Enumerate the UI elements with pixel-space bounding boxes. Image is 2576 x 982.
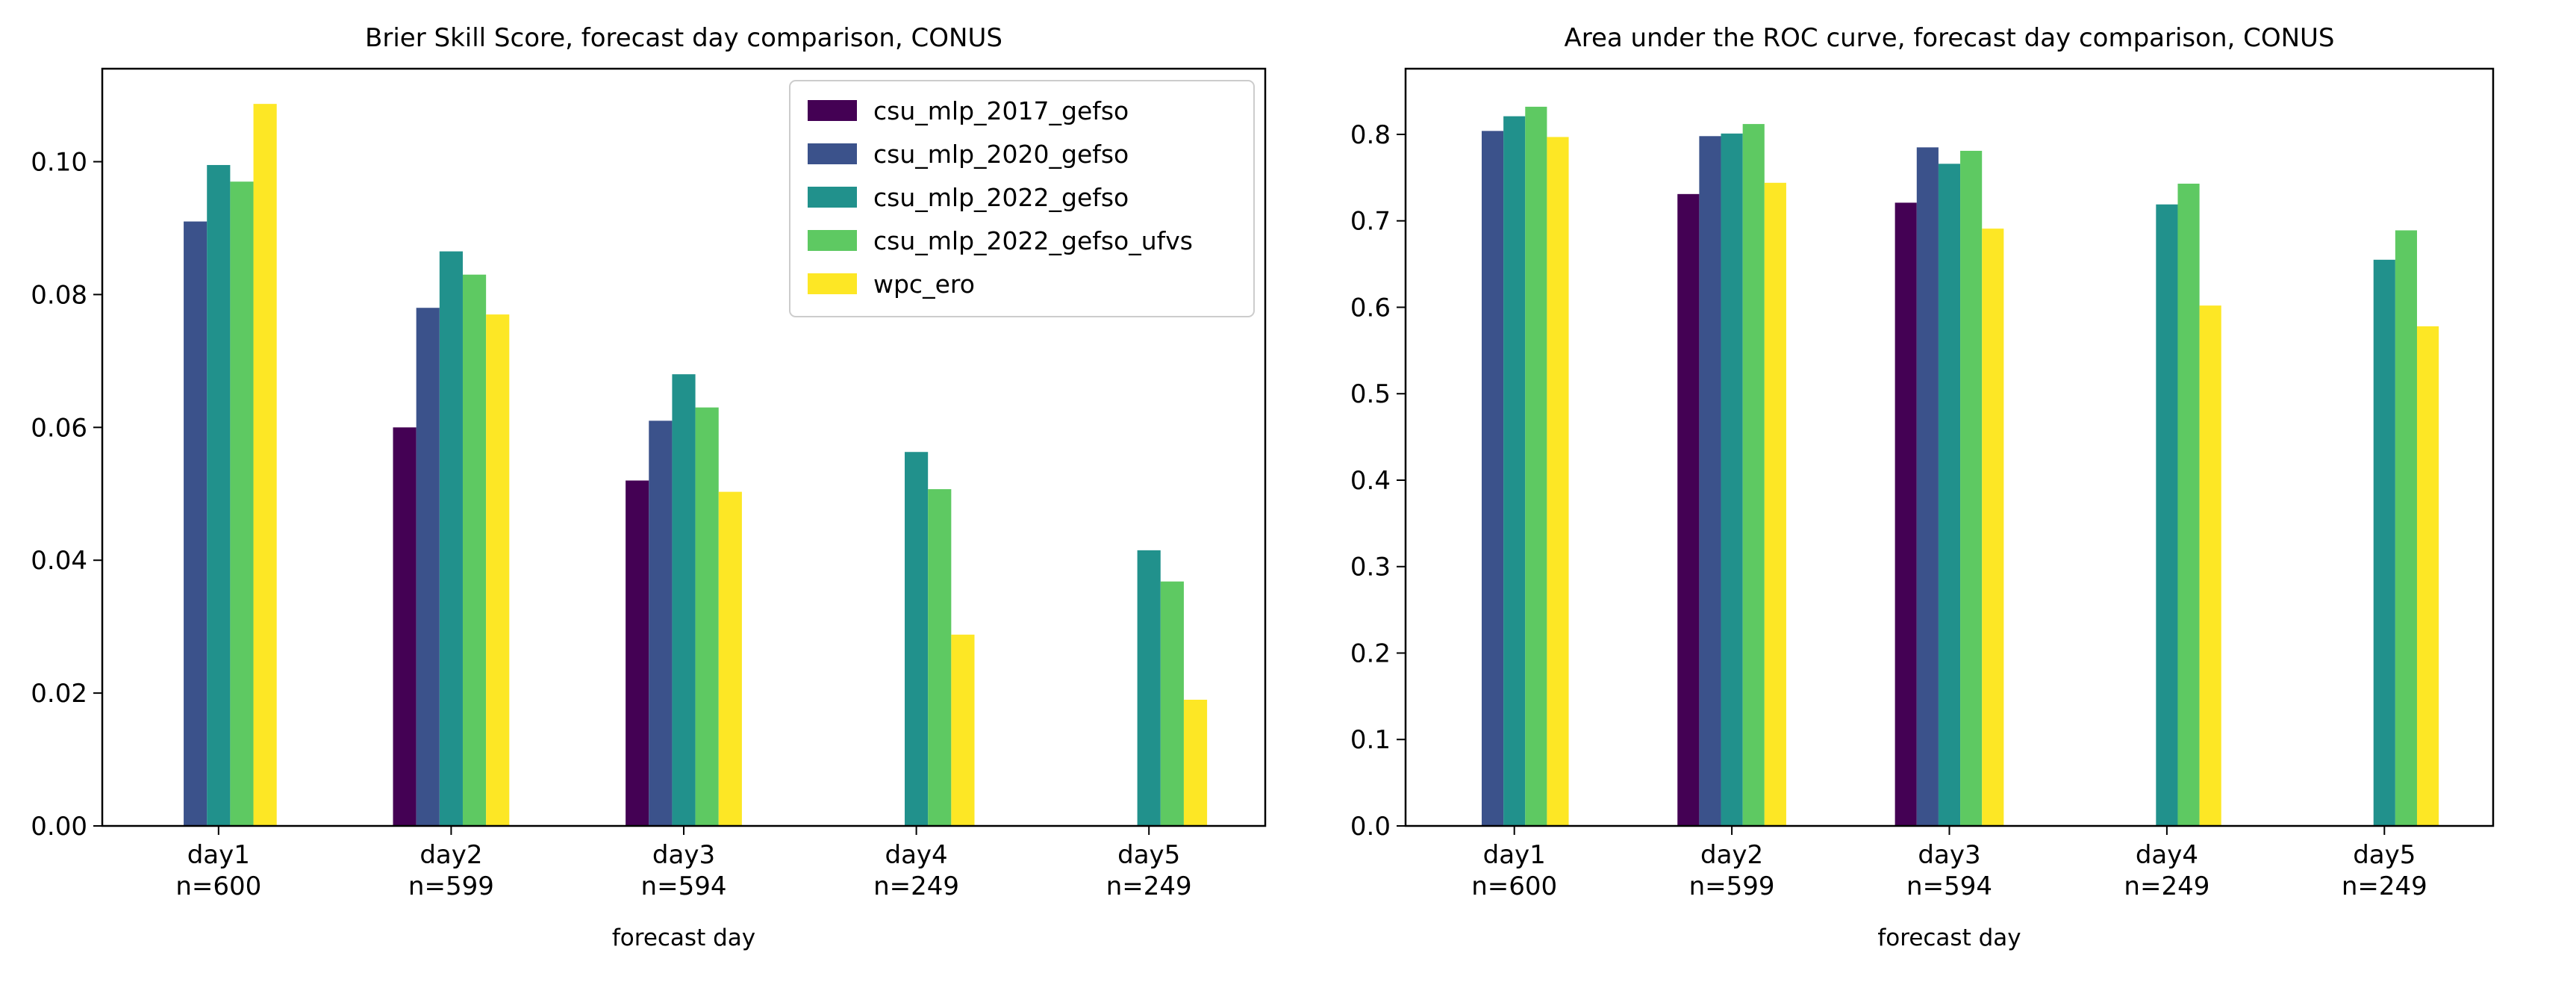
- bars: [1481, 106, 2439, 827]
- x-tick-label-day3: day3 n=594: [1906, 840, 1992, 901]
- bar-csu-mlp-2022-gefso-ufvs-day2: [1742, 124, 1765, 826]
- y-tick-label: 0.3: [1350, 553, 1391, 582]
- x-tick-label-day4: day4 n=249: [873, 840, 959, 901]
- legend-swatch-csu-mlp-2022-gefso: [808, 187, 857, 208]
- bar-csu-mlp-2022-gefso-ufvs-day4: [2177, 183, 2200, 826]
- bar-csu-mlp-2022-gefso-ufvs-day5: [1160, 581, 1184, 826]
- bars: [184, 104, 1208, 827]
- x-tick-label-day5: day5 n=249: [2342, 840, 2427, 901]
- legend-swatch-csu-mlp-2022-gefso-ufvs: [808, 230, 857, 251]
- chart-title: Brier Skill Score, forecast day comparis…: [365, 23, 1002, 53]
- bar-csu-mlp-2017-gefso-day2: [1677, 193, 1700, 827]
- x-tick-label-day1: day1 n=600: [175, 840, 261, 901]
- legend-label-csu-mlp-2022-gefso: csu_mlp_2022_gefso: [873, 183, 1129, 212]
- legend-box: [789, 80, 1255, 317]
- y-tick-label: 0.5: [1350, 379, 1391, 409]
- bar-wpc-ero-day2: [1764, 182, 1786, 827]
- bar-csu-mlp-2022-gefso-day3: [1938, 164, 1961, 826]
- bar-csu-mlp-2020-gefso-day1: [184, 221, 208, 827]
- y-tick-label: 0.1: [1350, 725, 1391, 755]
- bar-csu-mlp-2020-gefso-day2: [1699, 136, 1721, 827]
- x-tick-label-day5: day5 n=249: [1106, 840, 1192, 901]
- bar-csu-mlp-2020-gefso-day2: [416, 308, 440, 827]
- y-tick-label: 0.2: [1350, 638, 1391, 668]
- y-tick-label: 0.4: [1350, 466, 1391, 496]
- bar-csu-mlp-2022-gefso-day5: [2373, 259, 2395, 826]
- x-tick-label-day2: day2 n=599: [408, 840, 494, 901]
- bar-csu-mlp-2020-gefso-day3: [649, 420, 673, 826]
- bar-csu-mlp-2022-gefso-ufvs-day3: [695, 407, 719, 826]
- bar-csu-mlp-2017-gefso-day3: [626, 480, 649, 826]
- plot-frame: [1404, 67, 2495, 827]
- brier-skill-score-chart: Brier Skill Score, forecast day comparis…: [31, 23, 1267, 951]
- bar-csu-mlp-2022-gefso-day2: [1721, 133, 1743, 826]
- bar-csu-mlp-2022-gefso-day1: [1503, 116, 1526, 826]
- legend-swatch-csu-mlp-2020-gefso: [808, 143, 857, 164]
- bar-csu-mlp-2022-gefso-day2: [439, 251, 463, 826]
- bar-csu-mlp-2022-gefso-ufvs-day3: [1960, 150, 1983, 827]
- bar-csu-mlp-2017-gefso-day2: [393, 427, 417, 826]
- chart-title: Area under the ROC curve, forecast day c…: [1564, 23, 2334, 53]
- bar-csu-mlp-2022-gefso-day1: [207, 164, 231, 827]
- bar-csu-mlp-2022-gefso-day3: [672, 374, 696, 826]
- bar-csu-mlp-2022-gefso-ufvs-day1: [230, 181, 254, 826]
- legend-label-csu-mlp-2022-gefso-ufvs: csu_mlp_2022_gefso_ufvs: [873, 226, 1193, 255]
- x-axis-label: forecast day: [1877, 924, 2021, 951]
- legend-label-csu-mlp-2017-gefso: csu_mlp_2017_gefso: [873, 96, 1129, 125]
- bar-csu-mlp-2022-gefso-ufvs-day4: [928, 489, 952, 826]
- x-axis-label: forecast day: [612, 924, 755, 951]
- y-tick-label: 0.7: [1350, 207, 1391, 237]
- y-tick-label: 0.10: [31, 148, 87, 178]
- plot-frame: [101, 67, 1267, 827]
- legend-swatch-wpc-ero: [808, 273, 857, 294]
- y-tick-label: 0.6: [1350, 293, 1391, 323]
- bar-csu-mlp-2022-gefso-day5: [1137, 550, 1161, 826]
- legend-swatch-csu-mlp-2017-gefso: [808, 100, 857, 121]
- legend-label-csu-mlp-2020-gefso: csu_mlp_2020_gefso: [873, 140, 1129, 169]
- x-tick-label-day2: day2 n=599: [1689, 840, 1775, 901]
- bar-wpc-ero-day4: [951, 634, 975, 826]
- y-tick-label: 0.0: [1350, 812, 1391, 842]
- legend: csu_mlp_2017_gefso csu_mlp_2020_gefso csu_…: [789, 80, 1255, 317]
- bar-csu-mlp-2022-gefso-day4: [905, 452, 929, 826]
- bar-wpc-ero-day1: [1547, 137, 1569, 826]
- y-tick-label: 0.04: [31, 546, 87, 576]
- y-tick-label: 0.08: [31, 280, 87, 310]
- bar-wpc-ero-day3: [718, 491, 742, 826]
- bar-csu-mlp-2020-gefso-day3: [1916, 147, 1939, 827]
- x-tick-label-day3: day3 n=594: [641, 840, 727, 901]
- y-tick-label: 0.8: [1350, 120, 1391, 150]
- legend-label-wpc-ero: wpc_ero: [873, 270, 975, 299]
- bar-wpc-ero-day5: [1183, 700, 1208, 826]
- bar-wpc-ero-day4: [2199, 305, 2221, 826]
- bar-wpc-ero-day3: [1982, 229, 2004, 826]
- y-tick-label: 0.02: [31, 679, 87, 709]
- bar-csu-mlp-2022-gefso-ufvs-day5: [2395, 230, 2418, 827]
- bar-csu-mlp-2022-gefso-ufvs-day2: [462, 274, 487, 826]
- bar-csu-mlp-2022-gefso-ufvs-day1: [1525, 106, 1547, 826]
- bar-csu-mlp-2020-gefso-day1: [1481, 131, 1504, 827]
- bar-csu-mlp-2017-gefso-day3: [1894, 202, 1917, 826]
- x-tick-label-day4: day4 n=249: [2124, 840, 2209, 901]
- x-tick-label-day1: day1 n=600: [1471, 840, 1557, 901]
- bar-wpc-ero-day2: [486, 314, 510, 826]
- y-tick-label: 0.06: [31, 413, 87, 443]
- bar-wpc-ero-day1: [253, 104, 277, 826]
- bar-csu-mlp-2022-gefso-day4: [2156, 204, 2178, 827]
- y-tick-label: 0.00: [31, 812, 87, 842]
- bar-wpc-ero-day5: [2417, 326, 2439, 826]
- roc-auc-chart: Area under the ROC curve, forecast day c…: [1350, 23, 2495, 951]
